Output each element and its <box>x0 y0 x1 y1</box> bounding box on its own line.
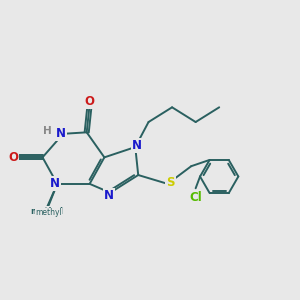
Text: S: S <box>167 176 175 189</box>
Text: N: N <box>104 188 114 202</box>
Text: Cl: Cl <box>189 190 202 204</box>
Text: methyl: methyl <box>35 208 62 217</box>
Text: O: O <box>8 151 18 164</box>
Text: N: N <box>56 127 66 140</box>
Text: O: O <box>85 95 94 108</box>
Text: N: N <box>132 139 142 152</box>
Text: N: N <box>50 177 60 190</box>
Text: methyl: methyl <box>30 207 63 216</box>
Text: H: H <box>43 126 51 136</box>
